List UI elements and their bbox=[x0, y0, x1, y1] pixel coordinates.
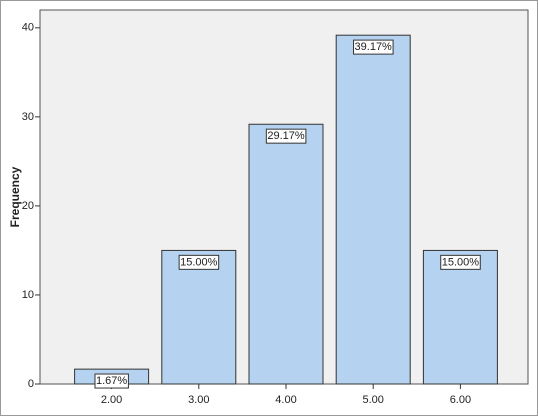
y-tick-label: 30 bbox=[22, 111, 34, 123]
value-label: 1.67% bbox=[96, 375, 127, 387]
value-label-box bbox=[353, 39, 394, 55]
bar bbox=[422, 249, 498, 385]
value-label: 29.17% bbox=[267, 130, 305, 142]
y-tick-label: 0 bbox=[28, 378, 34, 390]
bar bbox=[161, 249, 237, 385]
y-tick-label: 10 bbox=[22, 289, 34, 301]
x-tick-label: 2.00 bbox=[101, 394, 122, 406]
x-tick-label: 4.00 bbox=[275, 394, 296, 406]
value-label-box bbox=[265, 128, 307, 144]
x-tick-label: 5.00 bbox=[362, 394, 383, 406]
value-label-box bbox=[178, 254, 220, 270]
x-tick-label: 6.00 bbox=[450, 394, 471, 406]
bar bbox=[248, 123, 324, 385]
value-label-box bbox=[94, 373, 129, 389]
y-axis-label: Frequency bbox=[8, 166, 22, 227]
y-tick-label: 20 bbox=[22, 200, 34, 212]
y-tick-label: 40 bbox=[22, 22, 34, 34]
value-label: 15.00% bbox=[442, 256, 480, 268]
value-label-box bbox=[440, 254, 481, 270]
x-tick-label: 3.00 bbox=[188, 394, 209, 406]
value-label: 39.17% bbox=[355, 41, 393, 53]
bar bbox=[335, 34, 411, 385]
value-label: 15.00% bbox=[180, 256, 218, 268]
